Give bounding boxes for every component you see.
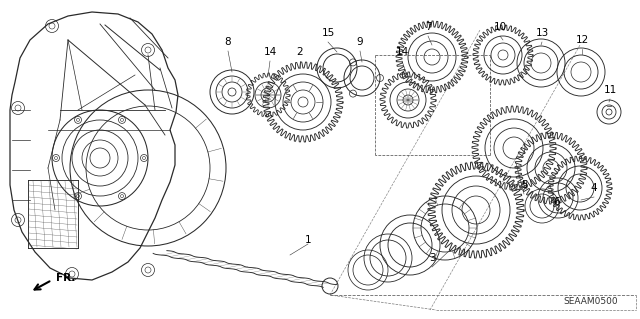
Text: 14: 14 [264, 47, 276, 57]
Text: 5: 5 [521, 180, 527, 190]
Text: 11: 11 [604, 85, 616, 95]
Text: 7: 7 [425, 22, 431, 32]
Text: 6: 6 [554, 197, 560, 207]
Text: 8: 8 [225, 37, 231, 47]
Text: SEAAM0500: SEAAM0500 [564, 298, 618, 307]
Text: 15: 15 [321, 28, 335, 38]
Text: 10: 10 [493, 22, 507, 32]
Text: 4: 4 [591, 183, 597, 193]
Text: 9: 9 [356, 37, 364, 47]
Text: 12: 12 [575, 35, 589, 45]
Text: FR.: FR. [56, 273, 76, 283]
Text: 14: 14 [396, 47, 408, 57]
Text: 13: 13 [536, 28, 548, 38]
Text: 3: 3 [429, 253, 435, 263]
Text: 1: 1 [305, 235, 311, 245]
Text: 2: 2 [297, 47, 303, 57]
